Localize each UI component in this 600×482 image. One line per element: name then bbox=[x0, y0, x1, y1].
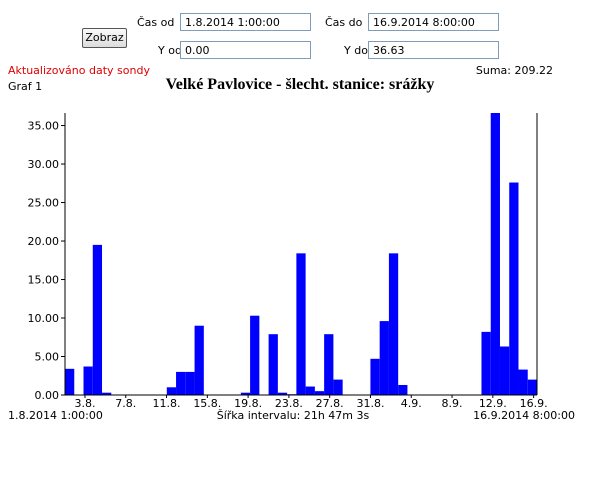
time-to-label: Čas do bbox=[325, 16, 363, 29]
y-tick-label: 20.00 bbox=[28, 235, 60, 248]
show-button[interactable]: Zobraz bbox=[82, 28, 127, 48]
x-tick-label: 11.8. bbox=[153, 397, 181, 410]
y-tick-label: 15.00 bbox=[28, 274, 60, 287]
x-tick-label: 27.8. bbox=[316, 397, 344, 410]
bar bbox=[166, 387, 177, 395]
bar bbox=[481, 331, 491, 395]
bar bbox=[314, 391, 325, 395]
x-tick-label: 8.9. bbox=[442, 397, 463, 410]
x-tick-label: 31.8. bbox=[356, 397, 384, 410]
y-tick-label: 30.00 bbox=[28, 158, 60, 171]
time-to-input[interactable]: 16.9.2014 8:00:00 bbox=[368, 13, 499, 31]
bar bbox=[370, 358, 380, 395]
sum-text: Suma: 209.22 bbox=[475, 64, 553, 77]
bar bbox=[185, 371, 195, 395]
bar bbox=[65, 368, 75, 395]
interval-label: Šířka intervalu: 21h 47m 3s bbox=[217, 409, 370, 422]
x-tick-label: 23.8. bbox=[275, 397, 303, 410]
y-tick-label: 5.00 bbox=[35, 351, 60, 364]
chart-title: Velké Pavlovice - šlecht. stanice: srážk… bbox=[166, 76, 435, 93]
bar bbox=[240, 392, 251, 395]
y-from-label: Y od bbox=[158, 44, 182, 57]
bar bbox=[102, 392, 112, 395]
x-tick-label: 7.8. bbox=[115, 397, 136, 410]
bar bbox=[277, 392, 288, 395]
status-text: Aktualizováno daty sondy bbox=[8, 64, 150, 77]
bar bbox=[518, 369, 528, 395]
y-tick-label: 35.00 bbox=[28, 120, 60, 133]
graph-label: Graf 1 bbox=[8, 80, 43, 93]
y-tick-label: 0.00 bbox=[35, 389, 60, 402]
bar bbox=[176, 371, 186, 395]
bar bbox=[324, 334, 334, 395]
x-tick-label: 19.8. bbox=[234, 397, 262, 410]
x-tick-label: 12.9. bbox=[479, 397, 507, 410]
time-from-label: Čas od bbox=[137, 16, 175, 29]
y-to-label: Y do bbox=[344, 44, 368, 57]
x-tick-label: 15.8. bbox=[193, 397, 221, 410]
y-tick-label: 25.00 bbox=[28, 197, 60, 210]
bar bbox=[509, 182, 519, 395]
time-from-input[interactable]: 1.8.2014 1:00:00 bbox=[180, 13, 311, 31]
bar bbox=[333, 379, 343, 395]
y-to-input[interactable]: 36.63 bbox=[368, 41, 499, 59]
x-start-label: 1.8.2014 1:00:00 bbox=[8, 409, 103, 422]
bar bbox=[250, 315, 260, 395]
y-tick-label: 10.00 bbox=[28, 312, 60, 325]
x-tick-label: 4.9. bbox=[401, 397, 422, 410]
bar bbox=[398, 384, 408, 395]
x-tick-label: 16.9. bbox=[520, 397, 548, 410]
x-tick-label: 3.8. bbox=[74, 397, 95, 410]
bar bbox=[490, 113, 500, 395]
bar bbox=[296, 253, 306, 395]
bar bbox=[527, 379, 537, 395]
bar bbox=[379, 321, 389, 395]
bar bbox=[305, 386, 315, 395]
bar bbox=[499, 346, 510, 395]
bar bbox=[388, 253, 399, 395]
bar bbox=[83, 366, 93, 395]
bar bbox=[268, 334, 278, 395]
bar bbox=[194, 325, 204, 395]
bar bbox=[92, 244, 103, 395]
x-end-label: 16.9.2014 8:00:00 bbox=[473, 409, 575, 422]
y-from-input[interactable]: 0.00 bbox=[180, 41, 311, 59]
